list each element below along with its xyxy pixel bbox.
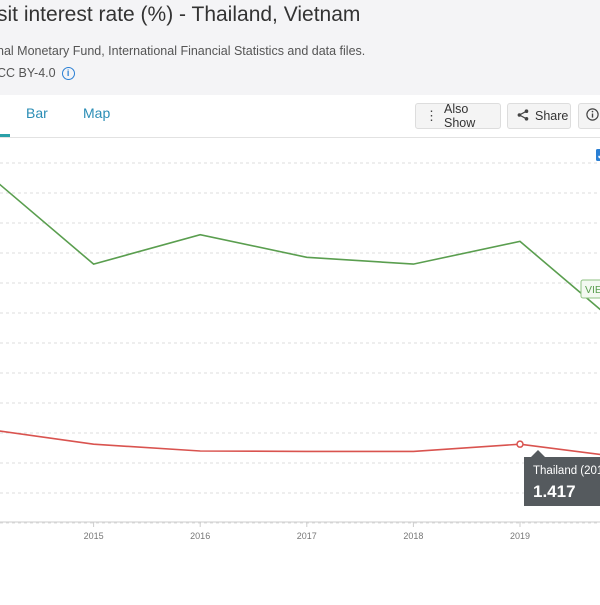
tab-map[interactable]: Map bbox=[83, 105, 111, 121]
active-tab-indicator bbox=[0, 134, 10, 137]
details-button[interactable] bbox=[578, 103, 600, 129]
tooltip: Thailand (201 1.417 bbox=[524, 450, 600, 506]
series-lines bbox=[0, 183, 600, 456]
grid-lines bbox=[0, 162, 600, 524]
tooltip-value: 1.417 bbox=[533, 482, 576, 501]
share-button[interactable]: Share bbox=[507, 103, 571, 129]
line-chart: 2015 2016 2017 2018 2019 ✓ VIE Thailand (201… bbox=[0, 149, 600, 541]
x-tick-label: 2016 bbox=[190, 531, 210, 541]
info-circle-icon bbox=[586, 108, 599, 124]
series-line-thailand bbox=[0, 430, 600, 456]
tooltip-label: Thailand (201 bbox=[533, 465, 600, 477]
series-label-vietnam: VIE bbox=[580, 279, 600, 299]
license-text: CC BY-4.0 bbox=[0, 66, 56, 80]
legend-check-icon: ✓ bbox=[597, 151, 600, 162]
toolbar: Bar Map ⋮ Also Show Share bbox=[0, 95, 600, 138]
x-tick-label: 2015 bbox=[84, 531, 104, 541]
source-text: nal Monetary Fund, International Financi… bbox=[0, 44, 366, 58]
share-label: Share bbox=[535, 109, 569, 123]
series-line-vietnam bbox=[0, 183, 600, 311]
data-points bbox=[516, 440, 524, 448]
info-icon[interactable]: i bbox=[61, 66, 75, 80]
tab-bar[interactable]: Bar bbox=[26, 105, 48, 121]
chart-area: 2015 2016 2017 2018 2019 ✓ VIE Thailand (201… bbox=[0, 137, 600, 600]
x-tick-label: 2018 bbox=[403, 531, 423, 541]
series-label-text: VIE bbox=[585, 284, 600, 296]
data-point bbox=[516, 440, 524, 448]
more-vertical-icon: ⋮ bbox=[425, 108, 438, 123]
x-axis-ticks: 2015 2016 2017 2018 2019 bbox=[84, 522, 530, 541]
share-icon bbox=[517, 108, 529, 124]
tooltip-arrow bbox=[531, 450, 545, 457]
legend-checkbox[interactable] bbox=[596, 149, 600, 161]
tooltip-box bbox=[524, 457, 600, 506]
license-row: CC BY-4.0 i bbox=[0, 66, 75, 80]
also-show-button[interactable]: ⋮ Also Show bbox=[415, 102, 501, 130]
x-tick-label: 2019 bbox=[510, 531, 530, 541]
series-label-box bbox=[580, 279, 600, 299]
page-header: sit interest rate (%) - Thailand, Vietna… bbox=[0, 0, 600, 95]
x-tick-label: 2017 bbox=[297, 531, 317, 541]
also-show-label: Also Show bbox=[444, 102, 476, 130]
page-title: sit interest rate (%) - Thailand, Vietna… bbox=[0, 3, 361, 26]
